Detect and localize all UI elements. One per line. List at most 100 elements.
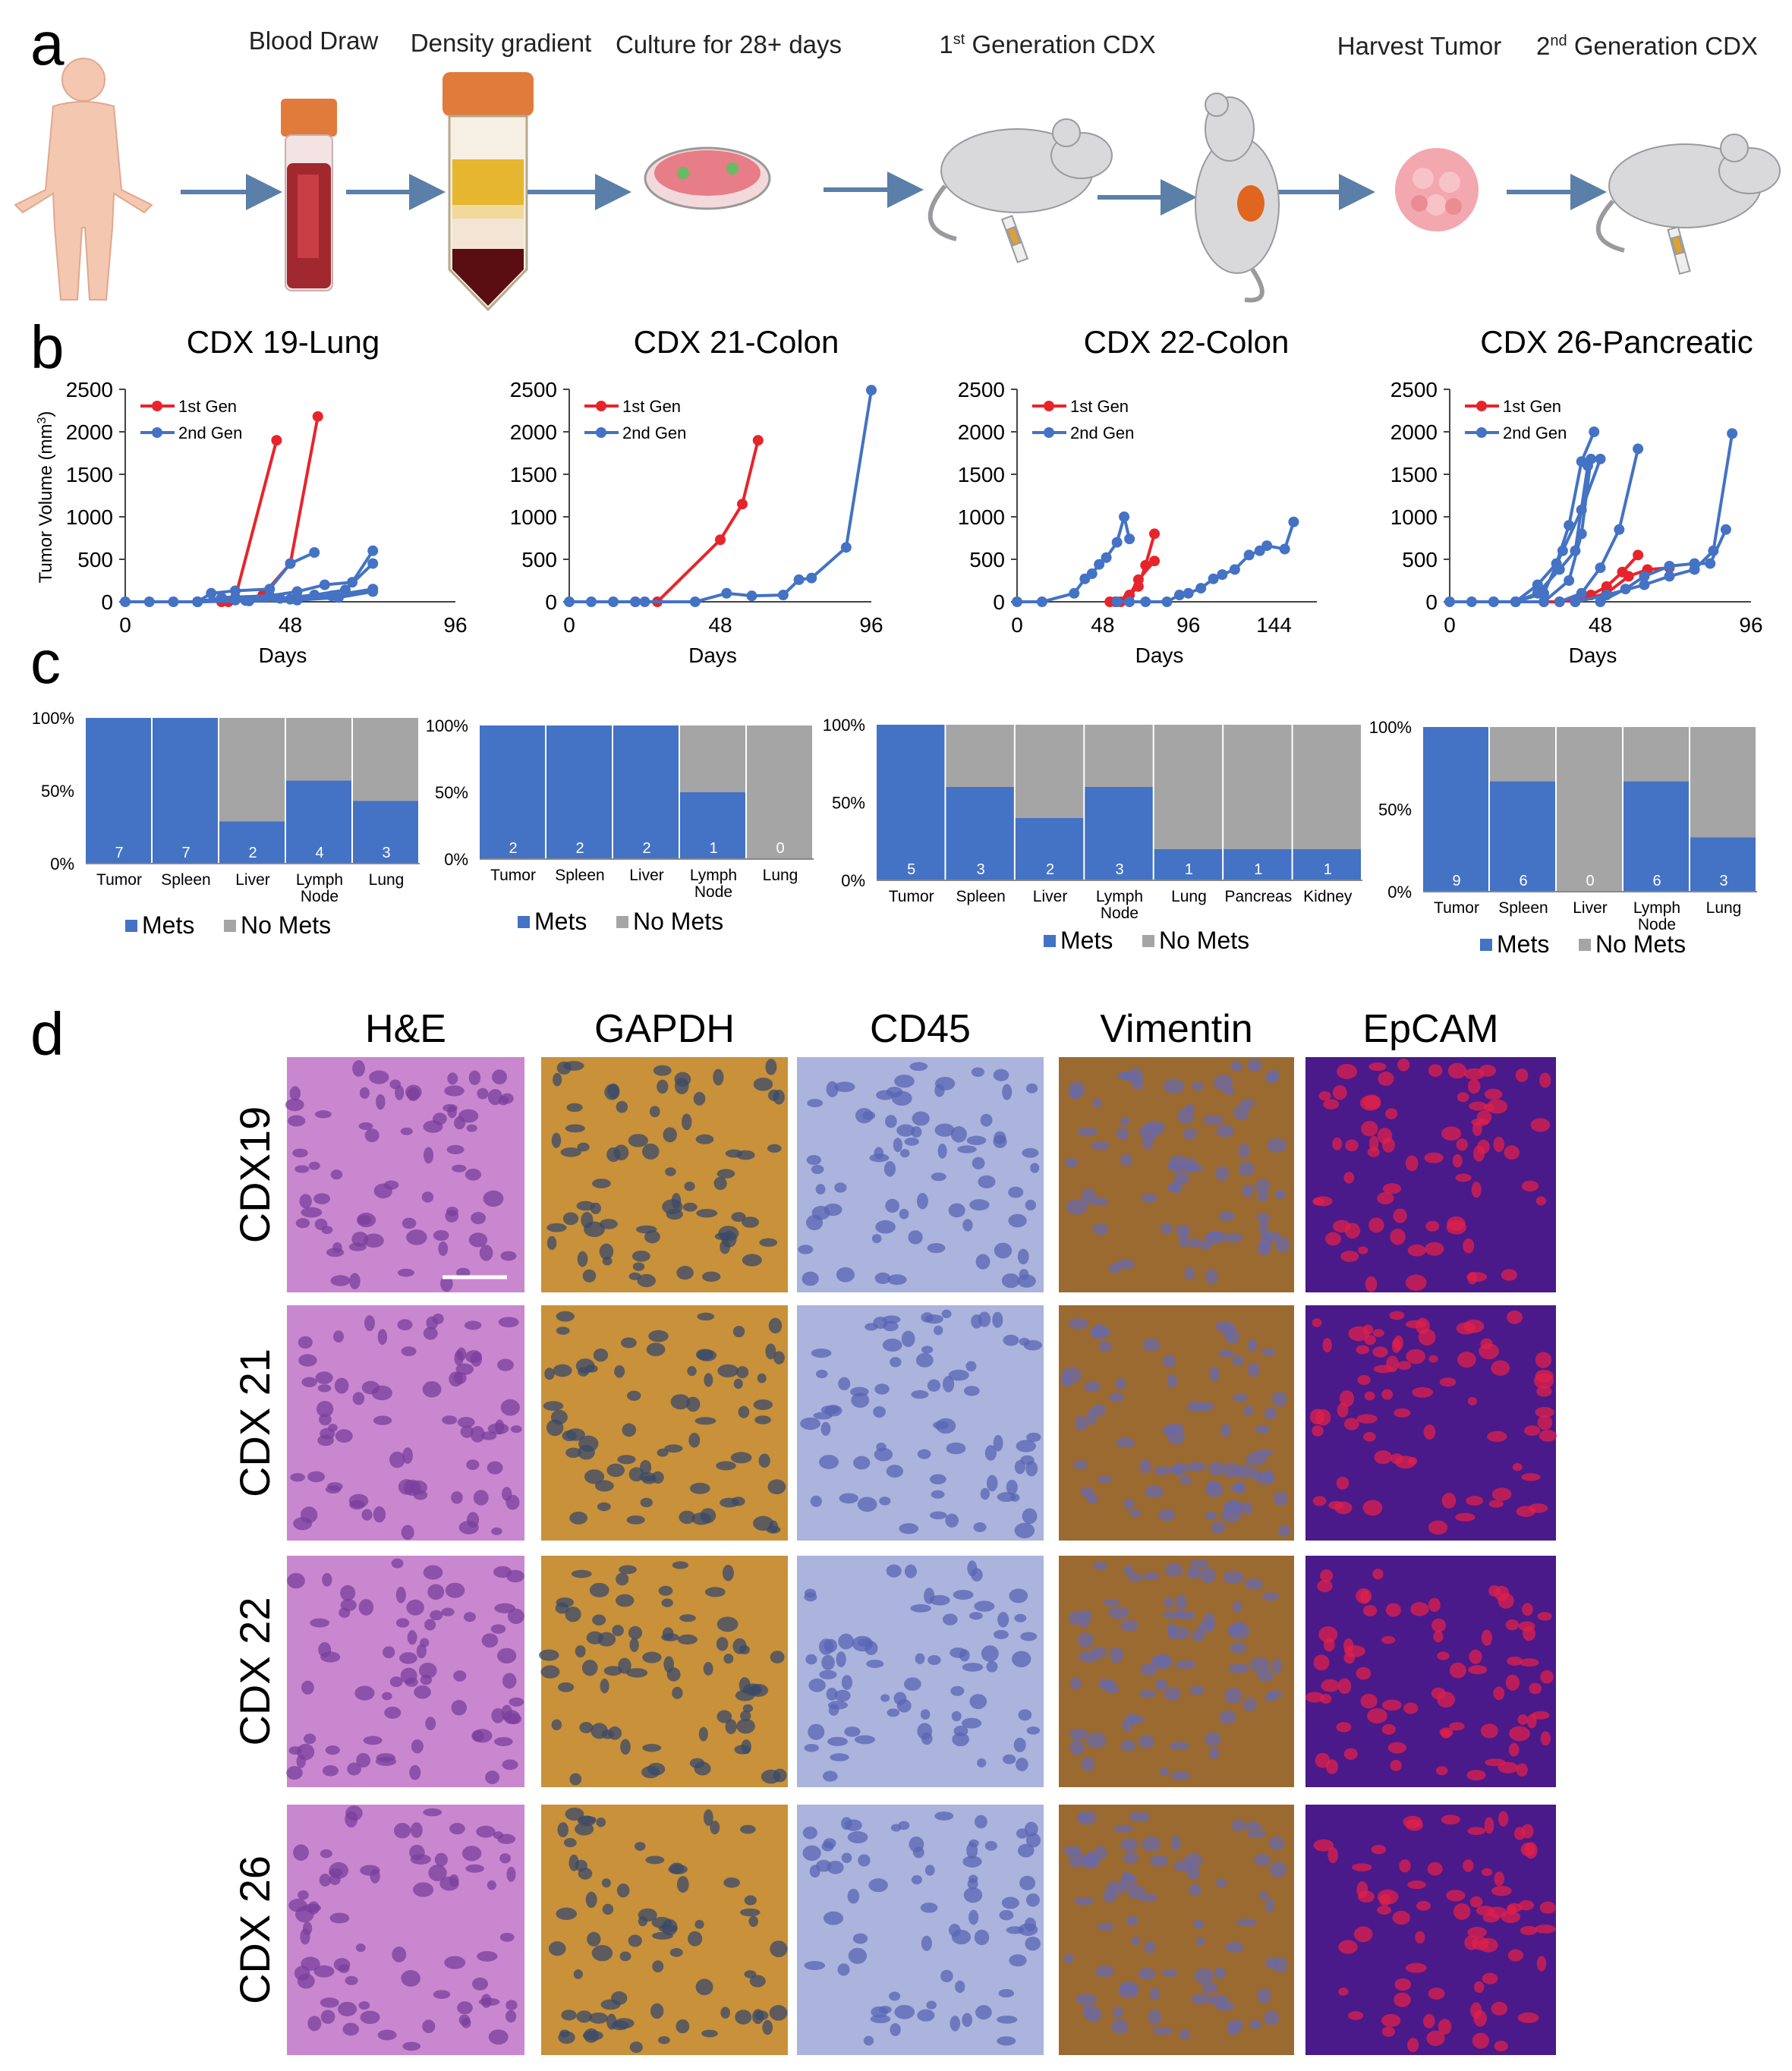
cell-nucleus: [299, 1194, 312, 1209]
cell-nucleus: [497, 1358, 514, 1371]
y-tick-label: 1000: [66, 505, 113, 529]
cell-nucleus: [1215, 1878, 1227, 1887]
cell-nucleus: [1026, 1432, 1041, 1442]
cell-nucleus: [757, 1373, 767, 1383]
cell-nucleus: [1246, 1830, 1267, 1838]
cell-nucleus: [742, 1254, 762, 1267]
stain-column-label: H&E: [365, 1007, 446, 1051]
cell-nucleus: [1167, 1162, 1186, 1172]
cell-nucleus: [731, 1212, 746, 1223]
cell-nucleus: [704, 1373, 713, 1387]
y-tick-label: 100%: [426, 716, 468, 735]
cell-nucleus: [453, 1670, 467, 1682]
data-point: [1094, 559, 1105, 570]
cell-nucleus: [874, 1383, 890, 1395]
cell-nucleus: [882, 1315, 901, 1324]
cell-nucleus: [1012, 1651, 1031, 1668]
data-point: [1261, 540, 1273, 552]
cell-nucleus: [874, 1447, 893, 1462]
cell-nucleus: [1235, 1481, 1245, 1495]
cell-nucleus: [1390, 1760, 1402, 1771]
cell-nucleus: [288, 1115, 306, 1127]
blood-tube-icon: [281, 99, 337, 291]
cell-nucleus: [687, 1366, 697, 1377]
cell-nucleus: [326, 1248, 345, 1257]
data-point: [737, 499, 748, 510]
cell-nucleus: [1242, 1502, 1253, 1515]
cell-nucleus: [441, 1607, 455, 1616]
cell-nucleus: [1113, 2006, 1123, 2019]
cell-nucleus: [1116, 1126, 1129, 1141]
cell-nucleus: [348, 1493, 369, 1508]
cell-nucleus: [603, 1666, 622, 1676]
data-point: [715, 534, 726, 546]
cell-nucleus: [409, 1844, 425, 1860]
cell-nucleus: [294, 1165, 310, 1173]
cell-nucleus: [1257, 1988, 1271, 2004]
data-point: [1557, 545, 1568, 556]
cell-nucleus: [766, 1525, 781, 1534]
cell-nucleus: [1164, 1597, 1174, 1609]
cell-nucleus: [1471, 1937, 1489, 1950]
cell-nucleus: [886, 1465, 904, 1478]
cell-nucleus: [921, 1935, 933, 1951]
y-tick-label: 1000: [958, 505, 1005, 529]
cell-nucleus: [1069, 1610, 1080, 1626]
legend-label: Mets: [1060, 927, 1113, 954]
bar-count-label: 1: [1324, 861, 1332, 878]
cell-nucleus: [885, 1115, 897, 1128]
cell-nucleus: [1123, 1498, 1135, 1509]
cell-nucleus: [1428, 1064, 1443, 1077]
chart-title: CDX 21-Colon: [634, 324, 839, 360]
cell-nucleus: [1013, 1737, 1026, 1752]
cell-nucleus: [1006, 1479, 1018, 1495]
cell-nucleus: [1482, 1972, 1498, 1984]
cell-nucleus: [1516, 1763, 1528, 1777]
cell-nucleus: [1356, 1881, 1368, 1899]
data-point: [1208, 573, 1219, 584]
bar-mets: [1085, 787, 1153, 880]
cell-nucleus: [1232, 1600, 1242, 1613]
cell-nucleus: [940, 1969, 953, 1983]
cell-nucleus: [566, 1103, 583, 1113]
cell-nucleus: [899, 1149, 910, 1158]
cell-nucleus: [445, 1210, 459, 1223]
cell-nucleus: [1455, 1512, 1475, 1522]
cell-nucleus: [422, 1380, 442, 1398]
cell-nucleus: [606, 1463, 625, 1478]
data-point: [1119, 511, 1130, 522]
cell-nucleus: [662, 1199, 683, 1215]
cell-nucleus: [1185, 1103, 1195, 1113]
legend-label: 1st Gen: [622, 397, 681, 416]
syringe-icon: [1667, 225, 1691, 275]
cell-nucleus: [1476, 1110, 1492, 1125]
cell-nucleus: [736, 1150, 755, 1160]
injected-mouse-icon: [1595, 134, 1781, 275]
data-point: [367, 545, 379, 556]
cell-nucleus: [620, 1337, 637, 1349]
cell-nucleus: [1323, 1099, 1340, 1109]
cell-nucleus: [649, 1106, 660, 1118]
cell-nucleus: [1539, 1072, 1551, 1088]
data-point: [1149, 528, 1161, 540]
cell-nucleus: [948, 1369, 969, 1381]
cell-nucleus: [551, 1132, 562, 1148]
cell-nucleus: [1236, 1918, 1258, 1927]
cell-nucleus: [461, 1846, 482, 1862]
cell-nucleus: [1167, 1622, 1176, 1639]
y-tick-label: 2000: [958, 420, 1005, 444]
cell-nucleus: [611, 1991, 628, 2005]
cell-nucleus: [316, 1400, 334, 1418]
tumor-growth-charts: CDX 19-Lung 0 500 1000 1500 2000 2500 0 48 96 Days…: [36, 324, 1763, 667]
cell-nucleus: [1394, 1978, 1412, 1991]
micrograph-tile: [797, 1057, 1044, 1292]
data-point: [143, 596, 155, 607]
cell-nucleus: [1381, 1635, 1396, 1645]
cell-nucleus: [1428, 1355, 1438, 1363]
cell-nucleus: [1094, 1845, 1107, 1861]
cell-nucleus: [1377, 1906, 1392, 1915]
cell-nucleus: [1501, 1269, 1517, 1281]
centrifuge-tube-icon: [442, 72, 534, 312]
cell-nucleus: [1374, 1450, 1393, 1465]
cell-nucleus: [1426, 2030, 1445, 2046]
